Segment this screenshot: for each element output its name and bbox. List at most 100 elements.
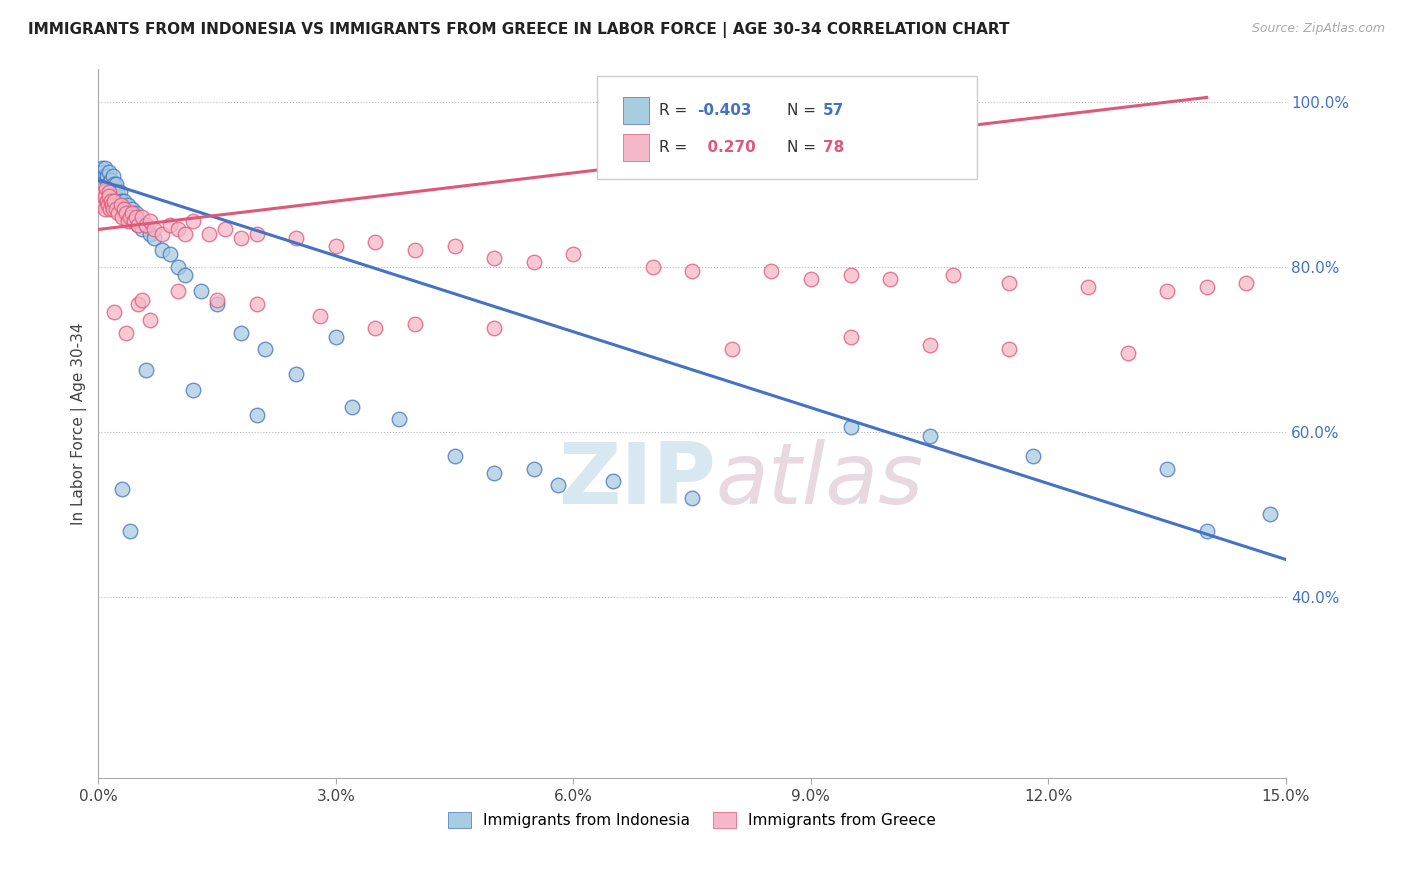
Text: N =: N =: [787, 140, 821, 155]
Point: [93, 202, 115, 216]
Point: [101, 186, 124, 200]
Point: [443, 239, 465, 253]
Point: [105, 194, 128, 208]
Point: [839, 329, 862, 343]
Point: [111, 210, 134, 224]
Point: [1077, 280, 1099, 294]
Point: [117, 214, 139, 228]
Point: [105, 186, 128, 200]
Point: [93, 169, 115, 183]
Point: [135, 219, 157, 233]
Point: [839, 420, 862, 434]
Point: [174, 227, 197, 241]
Point: [246, 296, 269, 310]
Point: [641, 260, 664, 274]
Point: [523, 255, 546, 269]
Point: [720, 342, 742, 356]
Point: [91, 164, 114, 178]
Point: [325, 329, 347, 343]
Point: [800, 272, 823, 286]
Point: [523, 462, 546, 476]
Text: IMMIGRANTS FROM INDONESIA VS IMMIGRANTS FROM GREECE IN LABOR FORCE | AGE 30-34 C: IMMIGRANTS FROM INDONESIA VS IMMIGRANTS …: [28, 22, 1010, 38]
Point: [285, 230, 308, 244]
Text: ZIP: ZIP: [558, 439, 716, 522]
Text: 78: 78: [823, 140, 844, 155]
Point: [104, 177, 127, 191]
Point: [131, 210, 153, 224]
Point: [205, 296, 228, 310]
Point: [942, 268, 965, 282]
Point: [325, 239, 347, 253]
Point: [681, 263, 703, 277]
Y-axis label: In Labor Force | Age 30-34: In Labor Force | Age 30-34: [72, 322, 87, 524]
Point: [198, 227, 221, 241]
Point: [115, 326, 138, 340]
Point: [131, 293, 153, 307]
Point: [103, 305, 125, 319]
Point: [183, 384, 205, 398]
Point: [364, 235, 387, 249]
Point: [115, 206, 138, 220]
Point: [127, 219, 149, 233]
Point: [1195, 524, 1218, 538]
Point: [183, 214, 205, 228]
Text: R =: R =: [659, 103, 692, 118]
Text: R =: R =: [659, 140, 692, 155]
Point: [404, 243, 426, 257]
Text: N =: N =: [787, 103, 821, 118]
Point: [104, 202, 127, 216]
FancyBboxPatch shape: [623, 97, 650, 124]
Point: [93, 169, 115, 183]
Text: 57: 57: [823, 103, 844, 118]
Point: [96, 173, 118, 187]
Point: [91, 189, 114, 203]
Point: [115, 206, 138, 220]
Point: [121, 202, 143, 216]
Point: [97, 197, 120, 211]
Point: [562, 247, 585, 261]
Point: [602, 474, 624, 488]
Point: [998, 342, 1021, 356]
Point: [98, 202, 121, 216]
Point: [108, 186, 131, 200]
Point: [246, 227, 269, 241]
Point: [110, 197, 132, 211]
Point: [97, 177, 120, 191]
Point: [484, 252, 506, 266]
Point: [1258, 507, 1281, 521]
Point: [443, 450, 465, 464]
Point: [96, 194, 118, 208]
Text: atlas: atlas: [716, 439, 924, 522]
Point: [125, 210, 148, 224]
Point: [91, 161, 114, 175]
Point: [118, 210, 141, 224]
Point: [118, 524, 141, 538]
Point: [309, 309, 332, 323]
Point: [484, 466, 506, 480]
Point: [340, 400, 363, 414]
Point: [112, 202, 135, 216]
Point: [97, 186, 120, 200]
Point: [107, 206, 129, 220]
Text: -0.403: -0.403: [697, 103, 751, 118]
Text: Source: ZipAtlas.com: Source: ZipAtlas.com: [1251, 22, 1385, 36]
Point: [111, 483, 134, 497]
Point: [246, 408, 269, 422]
Legend: Immigrants from Indonesia, Immigrants from Greece: Immigrants from Indonesia, Immigrants fr…: [441, 806, 942, 834]
Point: [103, 194, 125, 208]
Point: [285, 367, 308, 381]
Point: [103, 169, 125, 183]
Point: [117, 197, 139, 211]
Point: [122, 214, 145, 228]
Point: [135, 219, 157, 233]
Point: [139, 227, 162, 241]
Point: [918, 429, 941, 443]
Point: [142, 230, 165, 244]
Point: [190, 285, 212, 299]
Point: [93, 186, 115, 200]
Point: [205, 293, 228, 307]
Point: [110, 194, 132, 208]
Point: [90, 194, 112, 208]
Point: [1234, 276, 1257, 290]
Point: [100, 173, 122, 187]
